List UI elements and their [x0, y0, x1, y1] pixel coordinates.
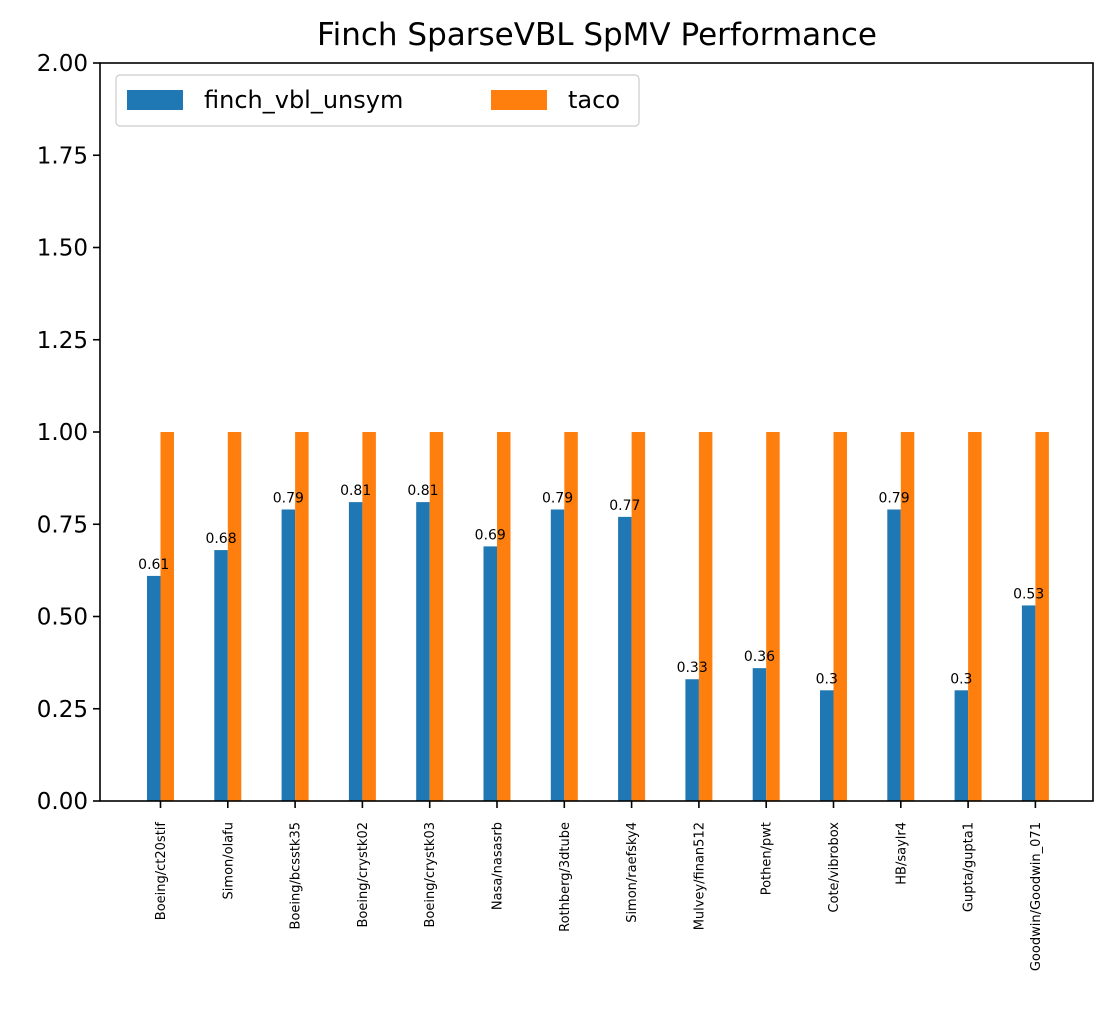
legend-box: [115, 74, 640, 127]
bar-value-label: 0.68: [205, 531, 236, 547]
plot-frame: [99, 62, 1094, 802]
bar-finch_vbl_unsym-11: [887, 509, 901, 801]
bar-finch_vbl_unsym-8: [685, 679, 699, 801]
bar-taco-13: [1035, 432, 1049, 801]
bar-finch_vbl_unsym-2: [281, 509, 296, 801]
bar-value-label: 0.77: [609, 498, 640, 514]
legend-label: finch_vbl_unsym: [204, 86, 403, 114]
x-tick-label: Simon/raefsky4: [625, 822, 640, 923]
x-tick-label: Nasa/nasasrb: [491, 822, 506, 910]
x-tick-label: Mulvey/finan512: [692, 822, 707, 930]
bar-taco-7: [631, 432, 646, 801]
bar-value-label: 0.79: [878, 490, 909, 506]
bar-labels: 0.61 0.68 0.79 0.81 0.81 0.69 0.79 0.77 0.33 0.36…: [138, 483, 1044, 687]
bar-taco-4: [429, 432, 444, 801]
x-tick-label: HB/saylr4: [894, 822, 909, 885]
bar-finch_vbl_unsym-12: [954, 690, 969, 801]
bar-value-label: 0.3: [950, 671, 972, 687]
y-tick-label: 0.75: [37, 512, 88, 538]
bar-taco-1: [227, 432, 242, 801]
bars: [147, 432, 1049, 801]
legend: finch_vbl_unsym taco: [115, 74, 640, 127]
bar-taco-10: [833, 432, 847, 801]
bar-value-label: 0.81: [407, 483, 438, 499]
bar-taco-3: [362, 432, 376, 801]
bar-taco-9: [766, 432, 780, 801]
bar-finch_vbl_unsym-7: [618, 516, 632, 801]
bar-value-label: 0.53: [1013, 586, 1044, 602]
x-tick-label: Boeing/crystk02: [356, 822, 371, 927]
bar-finch_vbl_unsym-10: [820, 690, 834, 801]
bar-value-label: 0.69: [475, 527, 506, 543]
bar-value-label: 0.79: [273, 490, 304, 506]
x-tick-label: Boeing/ct20stif: [154, 822, 169, 921]
bar-taco-12: [968, 432, 982, 801]
bar-taco-0: [160, 432, 174, 801]
bar-taco-2: [295, 432, 309, 801]
bar-taco-8: [698, 432, 713, 801]
bar-value-label: 0.36: [744, 649, 775, 665]
x-tick-label: Goodwin/Goodwin_071: [1029, 822, 1044, 971]
x-tick-label: Cote/vibrobox: [827, 822, 842, 913]
bar-value-label: 0.79: [542, 490, 573, 506]
bar-taco-11: [900, 432, 915, 801]
y-tick-label: 0.25: [37, 697, 88, 723]
y-tick-label: 1.50: [37, 236, 88, 262]
bar-finch_vbl_unsym-0: [147, 575, 161, 801]
bar-taco-6: [564, 432, 578, 801]
y-tick-label: 0.50: [37, 605, 88, 631]
x-tick-label: Boeing/bcsstk35: [289, 822, 304, 929]
x-axis: Boeing/ct20stif Simon/olafu Boeing/bcsstk3…: [154, 801, 1044, 971]
x-tick-label: Pothen/pwt: [760, 822, 775, 895]
bar-finch_vbl_unsym-3: [348, 502, 363, 801]
bar-finch_vbl_unsym-5: [483, 546, 497, 801]
y-tick-label: 1.25: [37, 328, 88, 354]
bar-finch_vbl_unsym-6: [550, 509, 565, 801]
chart-title: Finch SparseVBL SpMV Performance: [317, 17, 877, 53]
bar-taco-5: [497, 432, 511, 801]
x-tick-label: Simon/olafu: [221, 822, 236, 899]
bar-finch_vbl_unsym-9: [752, 668, 767, 801]
bar-value-label: 0.61: [138, 557, 169, 573]
bar-finch_vbl_unsym-4: [416, 502, 430, 801]
legend-swatch-taco: [491, 90, 547, 110]
bar-value-label: 0.81: [340, 483, 371, 499]
y-tick-label: 1.75: [37, 143, 88, 169]
legend-swatch-finch_vbl_unsym: [127, 90, 183, 110]
bar-finch_vbl_unsym-13: [1021, 605, 1036, 801]
y-axis: 0.00 0.25 0.50 0.75 1.00 1.25 1.50 1.75 2.00: [37, 51, 100, 815]
bar-finch_vbl_unsym-1: [214, 550, 228, 801]
y-tick-label: 0.00: [37, 789, 88, 815]
y-tick-label: 2.00: [37, 51, 88, 77]
y-tick-label: 1.00: [37, 420, 88, 446]
x-tick-label: Gupta/gupta1: [962, 822, 977, 912]
bar-value-label: 0.3: [816, 671, 838, 687]
x-tick-label: Rothberg/3dtube: [558, 822, 573, 932]
bar-value-label: 0.33: [677, 660, 708, 676]
legend-label: taco: [568, 86, 620, 114]
x-tick-label: Boeing/crystk03: [423, 822, 438, 927]
